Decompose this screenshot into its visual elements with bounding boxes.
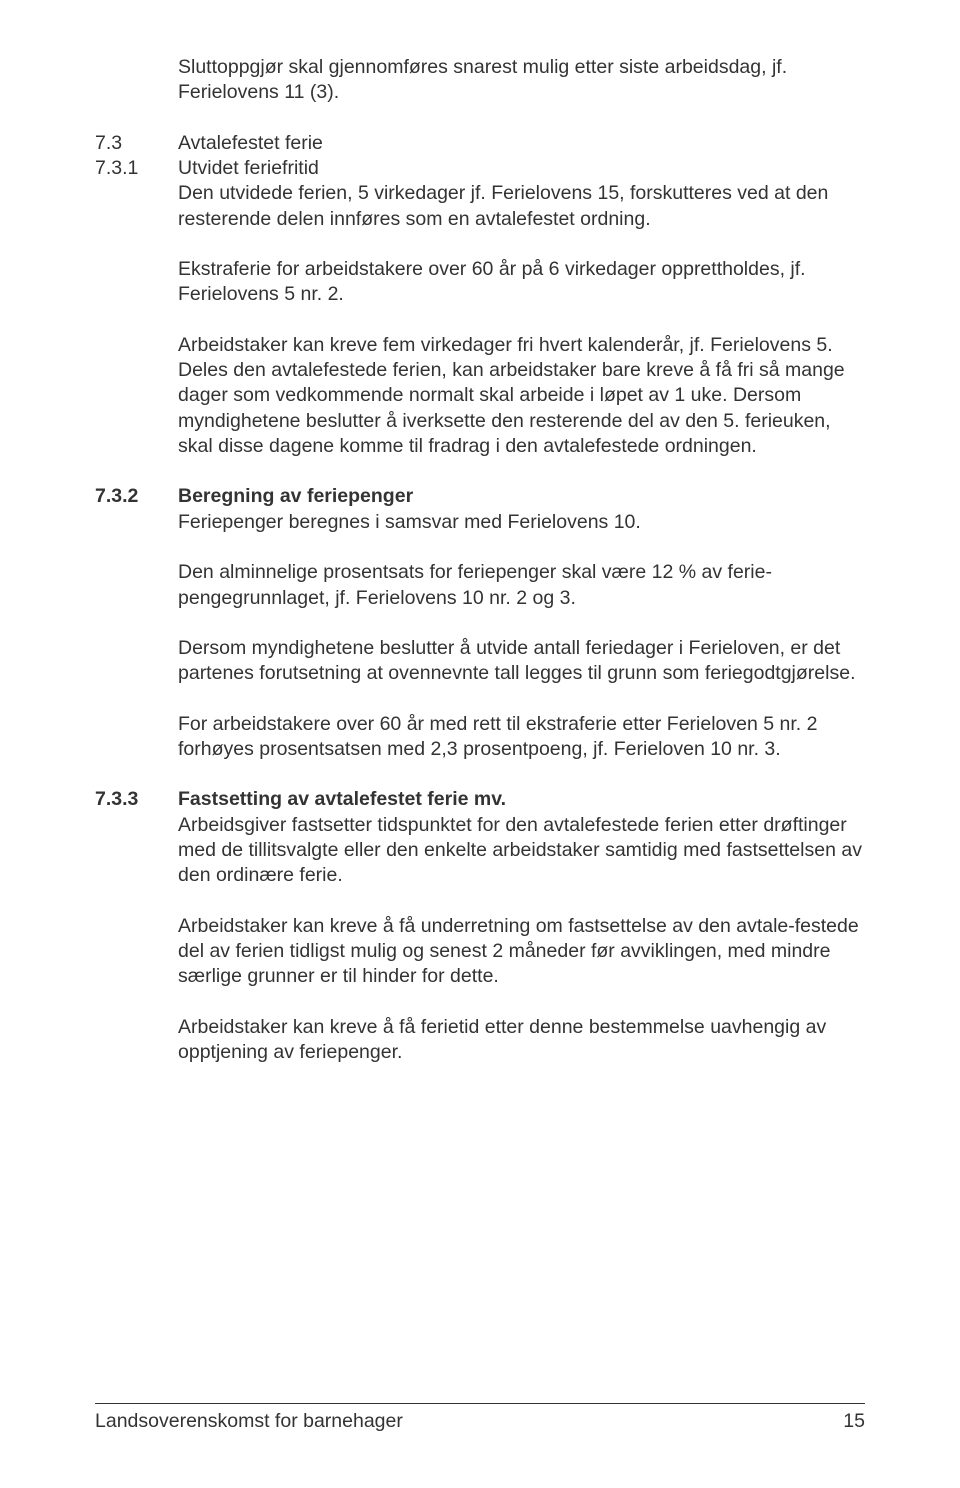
subsection-heading: Beregning av feriepenger	[178, 484, 865, 509]
page-footer: Landsoverenskomst for barnehager 15	[95, 1403, 865, 1433]
intro-paragraph: Sluttoppgjør skal gjennomføres snarest m…	[178, 55, 865, 106]
section-7-3-1: 7.3.1 Utvidet feriefritid Den utvidede f…	[95, 156, 865, 459]
paragraph: Ekstraferie for arbeidstakere over 60 år…	[178, 257, 865, 308]
section-body: Fastsetting av avtalefestet ferie mv. Ar…	[178, 787, 865, 1065]
footer-title: Landsoverenskomst for barnehager	[95, 1410, 403, 1433]
section-number: 7.3.1	[95, 156, 178, 459]
section-7-3-2: 7.3.2 Beregning av feriepenger Feriepeng…	[95, 484, 865, 762]
intro-block: Sluttoppgjør skal gjennomføres snarest m…	[178, 55, 865, 106]
paragraph: Den utvidede ferien, 5 virkedager jf. Fe…	[178, 181, 865, 232]
paragraph: Dersom myndighetene beslutter å utvide a…	[178, 636, 865, 687]
section-number: 7.3	[95, 131, 178, 156]
paragraph: Arbeidstaker kan kreve å få underretning…	[178, 914, 865, 990]
document-page: Sluttoppgjør skal gjennomføres snarest m…	[0, 0, 960, 1065]
paragraph: Arbeidstaker kan kreve fem virkedager fr…	[178, 333, 865, 460]
subsection-heading: Fastsetting av avtalefestet ferie mv.	[178, 787, 865, 812]
paragraph: Arbeidstaker kan kreve å få ferietid ett…	[178, 1015, 865, 1066]
paragraph: Arbeidsgiver fastsetter tidspunktet for …	[178, 813, 865, 889]
footer-divider	[95, 1403, 865, 1404]
section-7-3-3: 7.3.3 Fastsetting av avtalefestet ferie …	[95, 787, 865, 1065]
section-body: Utvidet feriefritid Den utvidede ferien,…	[178, 156, 865, 459]
section-body: Beregning av feriepenger Feriepenger ber…	[178, 484, 865, 762]
section-number: 7.3.2	[95, 484, 178, 762]
paragraph: Den alminnelige prosentsats for feriepen…	[178, 560, 865, 611]
paragraph: Feriepenger beregnes i samsvar med Ferie…	[178, 510, 865, 535]
page-number: 15	[843, 1410, 865, 1433]
footer-row: Landsoverenskomst for barnehager 15	[95, 1410, 865, 1433]
section-heading: Avtalefestet ferie	[178, 131, 865, 156]
subsection-heading: Utvidet feriefritid	[178, 156, 865, 181]
section-7-3: 7.3 Avtalefestet ferie	[95, 131, 865, 156]
paragraph: For arbeidstakere over 60 år med rett ti…	[178, 712, 865, 763]
section-number: 7.3.3	[95, 787, 178, 1065]
